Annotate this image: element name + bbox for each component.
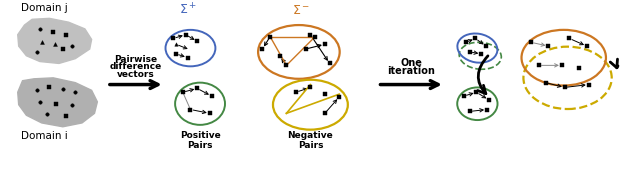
Text: Domain i: Domain i <box>20 131 67 141</box>
FancyArrowPatch shape <box>477 56 488 94</box>
Text: $\Sigma^-$: $\Sigma^-$ <box>292 4 310 17</box>
Text: Domain j: Domain j <box>20 3 67 13</box>
Polygon shape <box>18 18 92 63</box>
FancyArrowPatch shape <box>611 59 618 68</box>
Text: One: One <box>400 58 422 68</box>
Text: $\Sigma^+$: $\Sigma^+$ <box>179 2 196 17</box>
Text: Positive
Pairs: Positive Pairs <box>180 131 220 150</box>
Text: Negative
Pairs: Negative Pairs <box>287 131 333 150</box>
Text: vectors: vectors <box>117 70 155 79</box>
Text: difference: difference <box>109 62 162 71</box>
Text: Pairwise: Pairwise <box>114 55 157 64</box>
Polygon shape <box>18 78 97 127</box>
Text: iteration: iteration <box>387 66 435 76</box>
